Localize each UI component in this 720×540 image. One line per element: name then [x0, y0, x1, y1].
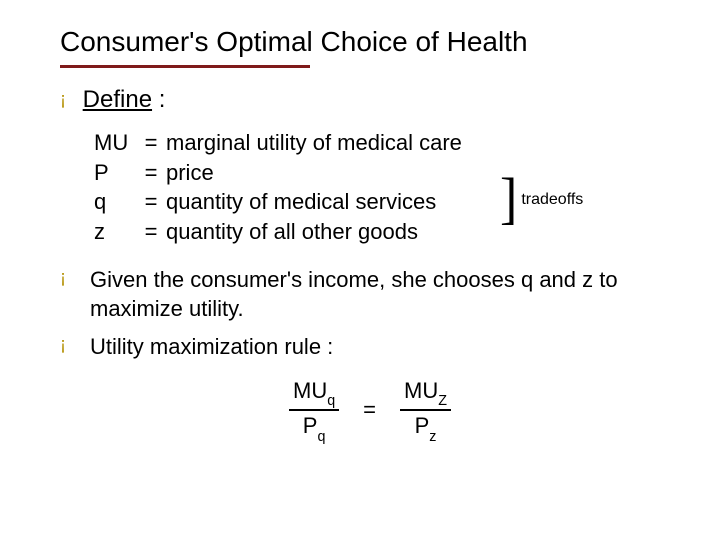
table-row: q = quantity of medical services [94, 187, 466, 217]
table-row: MU = marginal utility of medical care [94, 128, 466, 158]
numerator: MUZ [400, 378, 451, 409]
def-symbol: q [94, 187, 140, 217]
num-base: MU [404, 378, 438, 403]
slide-title: Consumer's Optimal Choice of Health [60, 24, 680, 59]
den-base: P [415, 413, 430, 438]
table-row: z = quantity of all other goods [94, 217, 466, 247]
denominator: Pz [411, 411, 441, 442]
bracket-label: tradeoffs [521, 191, 583, 209]
def-desc: marginal utility of medical care [166, 128, 466, 158]
fraction-right: MUZ Pz [400, 378, 451, 443]
def-desc: quantity of medical services [166, 187, 466, 217]
title-underline [60, 65, 310, 68]
def-symbol: MU [94, 128, 140, 158]
num-base: MU [293, 378, 327, 403]
bracket-icon: ] [500, 180, 517, 220]
num-sub: q [327, 393, 335, 409]
def-desc: quantity of all other goods [166, 217, 466, 247]
def-symbol: z [94, 217, 140, 247]
definitions-table: MU = marginal utility of medical care P … [94, 128, 466, 247]
equals-sign: = [363, 397, 376, 423]
list-item: Given the consumer's income, she chooses… [60, 265, 680, 324]
slide: Consumer's Optimal Choice of Health Defi… [0, 0, 720, 540]
denominator: Pq [299, 411, 330, 442]
den-sub: q [317, 429, 325, 445]
section-define-suffix: : [152, 86, 165, 113]
section-define: Define : [60, 86, 680, 114]
def-eq: = [140, 217, 166, 247]
den-sub: z [429, 429, 436, 445]
fraction-left: MUq Pq [289, 378, 339, 443]
def-eq: = [140, 187, 166, 217]
section-define-label: Define [83, 86, 152, 113]
utility-equation: MUq Pq = MUZ Pz [60, 378, 680, 443]
def-desc: price [166, 158, 466, 188]
def-eq: = [140, 128, 166, 158]
def-eq: = [140, 158, 166, 188]
num-sub: Z [438, 393, 447, 409]
den-base: P [303, 413, 318, 438]
definitions-block: MU = marginal utility of medical care P … [94, 128, 680, 247]
numerator: MUq [289, 378, 339, 409]
def-symbol: P [94, 158, 140, 188]
tradeoffs-bracket: ] tradeoffs [500, 182, 583, 218]
table-row: P = price [94, 158, 466, 188]
list-item: Utility maximization rule : [60, 332, 680, 362]
bullet-list: Given the consumer's income, she chooses… [60, 265, 680, 362]
